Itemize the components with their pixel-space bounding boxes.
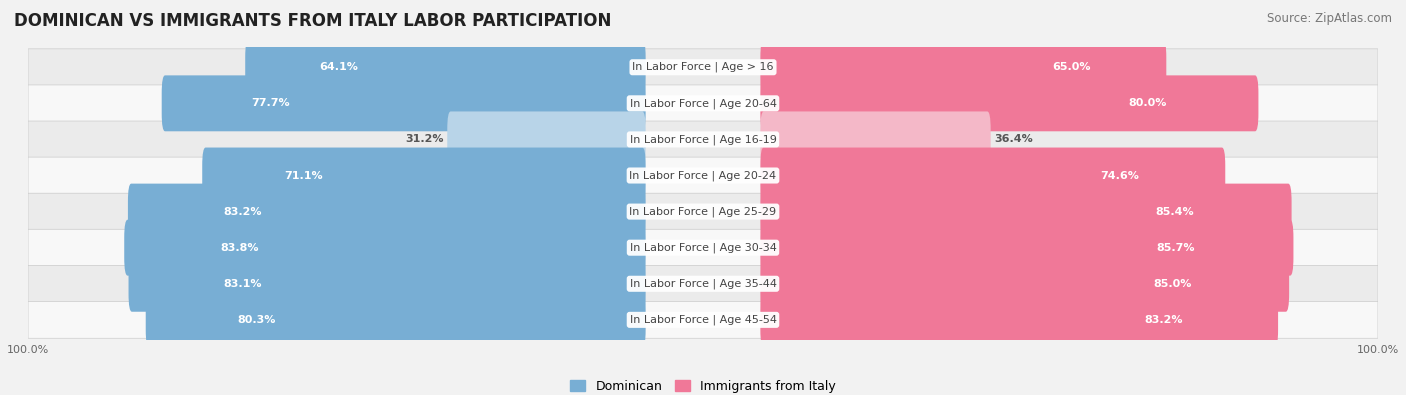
FancyBboxPatch shape [28, 157, 1378, 194]
FancyBboxPatch shape [28, 301, 1378, 338]
Legend: Dominican, Immigrants from Italy: Dominican, Immigrants from Italy [565, 375, 841, 395]
Text: Source: ZipAtlas.com: Source: ZipAtlas.com [1267, 12, 1392, 25]
FancyBboxPatch shape [128, 256, 645, 312]
FancyBboxPatch shape [28, 229, 1378, 266]
FancyBboxPatch shape [28, 121, 1378, 158]
FancyBboxPatch shape [761, 148, 1225, 203]
Text: In Labor Force | Age 30-34: In Labor Force | Age 30-34 [630, 243, 776, 253]
Text: 85.0%: 85.0% [1153, 279, 1192, 289]
Text: 71.1%: 71.1% [284, 171, 323, 181]
Text: DOMINICAN VS IMMIGRANTS FROM ITALY LABOR PARTICIPATION: DOMINICAN VS IMMIGRANTS FROM ITALY LABOR… [14, 12, 612, 30]
FancyBboxPatch shape [28, 265, 1378, 302]
Text: In Labor Force | Age 25-29: In Labor Force | Age 25-29 [630, 206, 776, 217]
Text: 83.8%: 83.8% [221, 243, 259, 253]
FancyBboxPatch shape [761, 39, 1167, 95]
FancyBboxPatch shape [128, 184, 645, 239]
FancyBboxPatch shape [245, 39, 645, 95]
Text: In Labor Force | Age > 16: In Labor Force | Age > 16 [633, 62, 773, 73]
Text: In Labor Force | Age 16-19: In Labor Force | Age 16-19 [630, 134, 776, 145]
Text: 80.0%: 80.0% [1128, 98, 1167, 108]
FancyBboxPatch shape [28, 193, 1378, 230]
Text: 83.1%: 83.1% [224, 279, 263, 289]
FancyBboxPatch shape [146, 292, 645, 348]
FancyBboxPatch shape [761, 220, 1294, 276]
Text: 83.2%: 83.2% [1144, 315, 1182, 325]
FancyBboxPatch shape [202, 148, 645, 203]
Text: In Labor Force | Age 20-24: In Labor Force | Age 20-24 [630, 170, 776, 181]
FancyBboxPatch shape [761, 256, 1289, 312]
Text: 74.6%: 74.6% [1101, 171, 1139, 181]
Text: 31.2%: 31.2% [405, 134, 444, 145]
Text: 83.2%: 83.2% [224, 207, 262, 216]
Text: 36.4%: 36.4% [994, 134, 1033, 145]
FancyBboxPatch shape [761, 292, 1278, 348]
FancyBboxPatch shape [28, 85, 1378, 122]
Text: 85.7%: 85.7% [1157, 243, 1195, 253]
Text: In Labor Force | Age 20-64: In Labor Force | Age 20-64 [630, 98, 776, 109]
FancyBboxPatch shape [761, 111, 991, 167]
Text: 65.0%: 65.0% [1053, 62, 1091, 72]
Text: 85.4%: 85.4% [1156, 207, 1194, 216]
FancyBboxPatch shape [124, 220, 645, 276]
FancyBboxPatch shape [761, 184, 1292, 239]
FancyBboxPatch shape [447, 111, 645, 167]
Text: In Labor Force | Age 45-54: In Labor Force | Age 45-54 [630, 314, 776, 325]
FancyBboxPatch shape [28, 49, 1378, 86]
Text: 64.1%: 64.1% [319, 62, 359, 72]
FancyBboxPatch shape [761, 75, 1258, 131]
FancyBboxPatch shape [162, 75, 645, 131]
Text: 77.7%: 77.7% [250, 98, 290, 108]
Text: In Labor Force | Age 35-44: In Labor Force | Age 35-44 [630, 278, 776, 289]
Text: 80.3%: 80.3% [238, 315, 276, 325]
